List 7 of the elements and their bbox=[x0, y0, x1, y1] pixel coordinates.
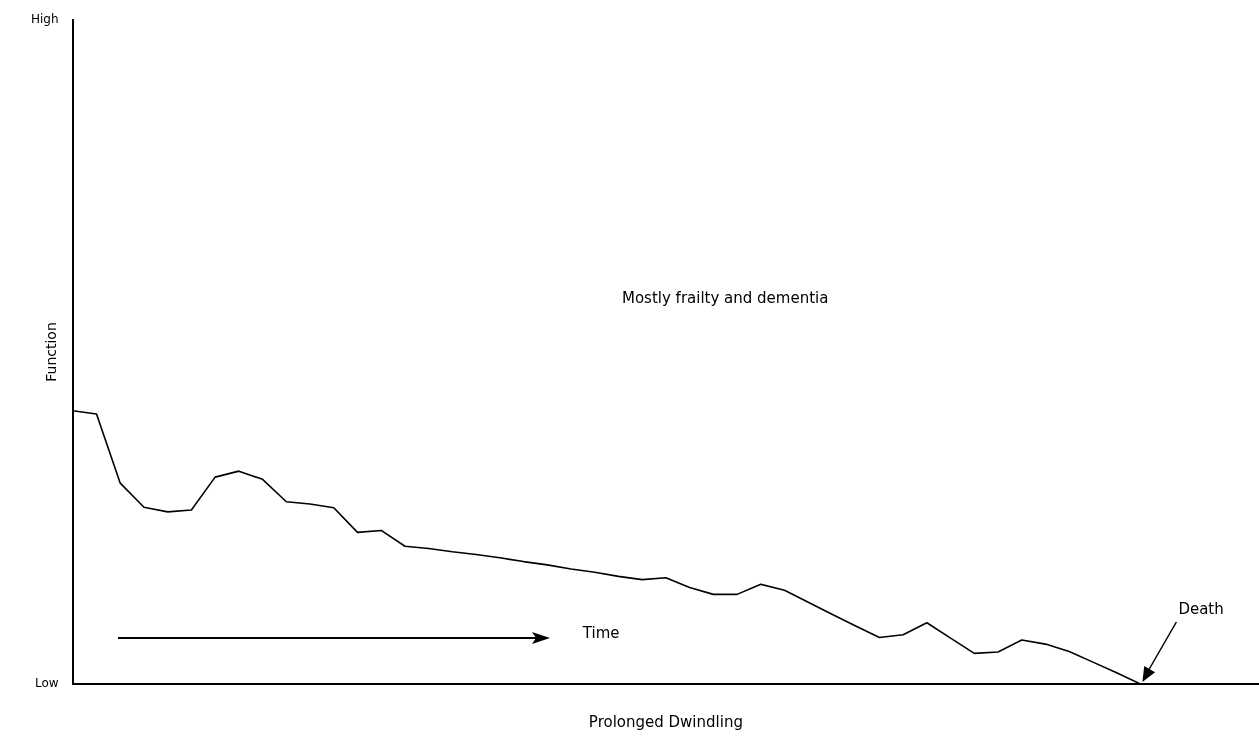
y-axis-title: Function bbox=[43, 322, 60, 382]
text: High bbox=[30, 12, 59, 27]
annotation: Death bbox=[1178, 600, 1224, 619]
text: Mostly frailty and dementia bbox=[621, 288, 829, 307]
annotation: Time bbox=[581, 624, 620, 643]
x-axis-title: Prolonged Dwindling bbox=[588, 712, 743, 731]
text: Low bbox=[34, 676, 59, 691]
